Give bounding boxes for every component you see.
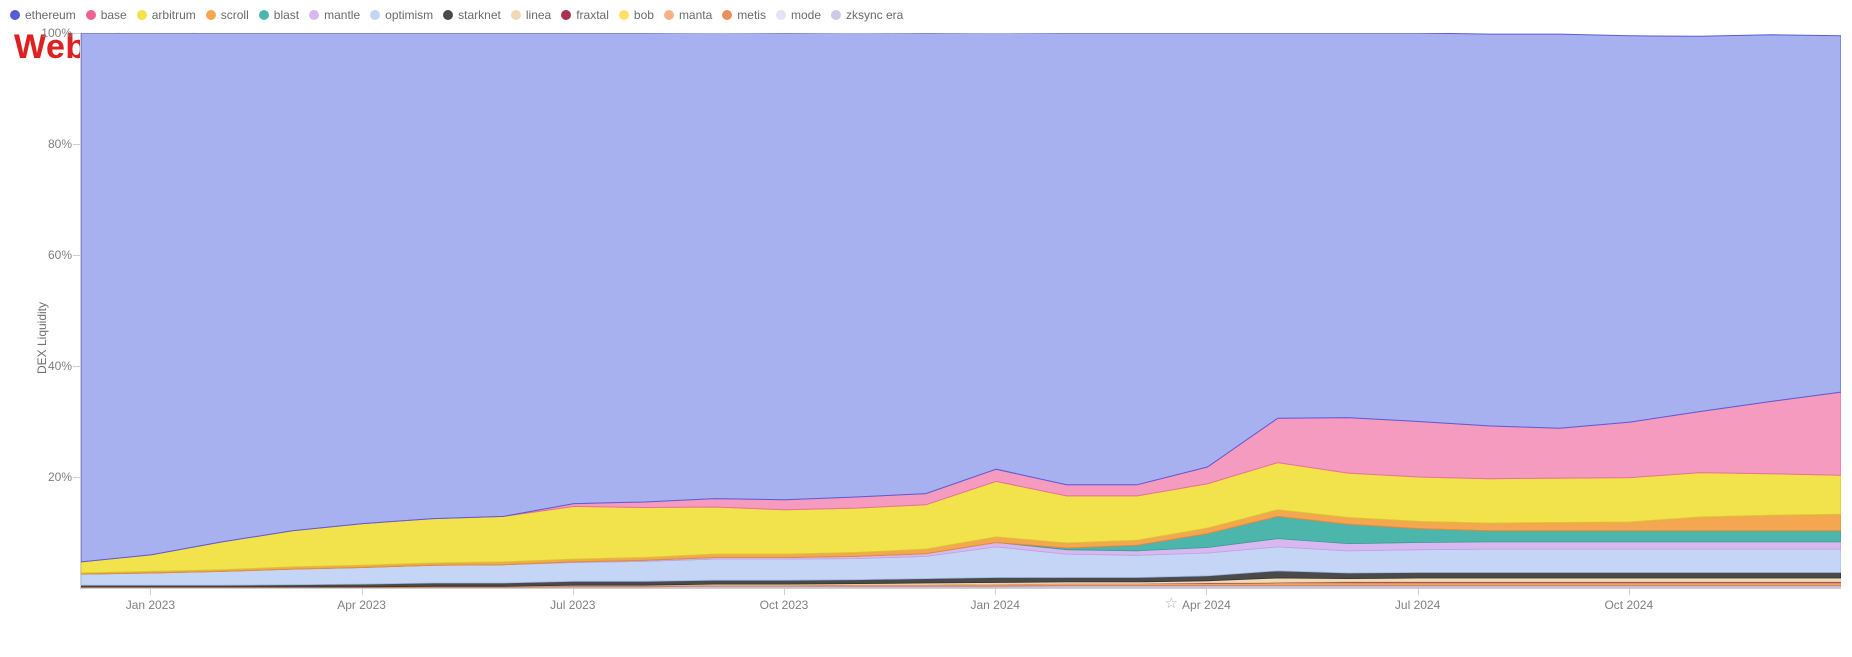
x-tick-line <box>995 588 996 595</box>
legend-label: metis <box>737 8 766 22</box>
x-tick-line <box>1629 588 1630 595</box>
legend-label: mantle <box>324 8 360 22</box>
y-tick-line <box>73 477 80 478</box>
area-chart <box>81 33 1841 588</box>
x-tick-line <box>150 588 151 595</box>
x-tick-line <box>362 588 363 595</box>
legend-item-mode[interactable]: mode <box>776 8 821 22</box>
y-tick-line <box>73 366 80 367</box>
legend-swatch <box>722 10 732 20</box>
legend-item-arbitrum[interactable]: arbitrum <box>137 8 196 22</box>
legend-label: scroll <box>221 8 249 22</box>
legend: ethereum base arbitrum scroll blast mantle opt… <box>10 8 903 22</box>
legend-item-metis[interactable]: metis <box>722 8 766 22</box>
x-tick-label: Apr 2024 <box>1182 598 1231 612</box>
y-tick-line <box>73 144 80 145</box>
legend-label: bob <box>634 8 654 22</box>
legend-swatch <box>206 10 216 20</box>
legend-item-mantle[interactable]: mantle <box>309 8 360 22</box>
legend-label: optimism <box>385 8 433 22</box>
legend-label: blast <box>274 8 299 22</box>
legend-item-blast[interactable]: blast <box>259 8 299 22</box>
y-tick-label: 60% <box>22 248 72 262</box>
y-tick-line <box>73 33 80 34</box>
star-icon: ☆ <box>1164 594 1177 612</box>
legend-item-zksync-era[interactable]: zksync era <box>831 8 903 22</box>
legend-item-optimism[interactable]: optimism <box>370 8 433 22</box>
y-tick-label: 20% <box>22 470 72 484</box>
legend-label: arbitrum <box>152 8 196 22</box>
legend-label: mode <box>791 8 821 22</box>
legend-swatch <box>511 10 521 20</box>
plot-area <box>80 33 1841 589</box>
legend-item-linea[interactable]: linea <box>511 8 551 22</box>
x-tick-label: Oct 2024 <box>1604 598 1653 612</box>
y-tick-label: 40% <box>22 359 72 373</box>
legend-label: zksync era <box>846 8 903 22</box>
legend-swatch <box>137 10 147 20</box>
x-tick-line <box>573 588 574 595</box>
chart-container: DEX Liquidity 20%40%60%80%100%Jan 2023Ap… <box>0 28 1852 648</box>
legend-swatch <box>443 10 453 20</box>
x-tick-label: Jul 2023 <box>550 598 595 612</box>
legend-swatch <box>776 10 786 20</box>
y-tick-line <box>73 255 80 256</box>
legend-label: starknet <box>458 8 501 22</box>
y-tick-label: 80% <box>22 137 72 151</box>
legend-swatch <box>86 10 96 20</box>
x-tick-label: Oct 2023 <box>760 598 809 612</box>
legend-item-manta[interactable]: manta <box>664 8 712 22</box>
x-tick-label: Apr 2023 <box>337 598 386 612</box>
legend-swatch <box>831 10 841 20</box>
legend-label: fraxtal <box>576 8 609 22</box>
legend-item-fraxtal[interactable]: fraxtal <box>561 8 609 22</box>
legend-item-scroll[interactable]: scroll <box>206 8 249 22</box>
legend-item-starknet[interactable]: starknet <box>443 8 501 22</box>
legend-swatch <box>664 10 674 20</box>
legend-swatch <box>259 10 269 20</box>
x-tick-line <box>1206 588 1207 595</box>
legend-item-base[interactable]: base <box>86 8 127 22</box>
legend-item-bob[interactable]: bob <box>619 8 654 22</box>
legend-label: linea <box>526 8 551 22</box>
legend-label: base <box>101 8 127 22</box>
y-tick-label: 100% <box>22 26 72 40</box>
legend-swatch <box>370 10 380 20</box>
legend-label: manta <box>679 8 712 22</box>
legend-swatch <box>309 10 319 20</box>
x-tick-label: Jul 2024 <box>1395 598 1440 612</box>
x-tick-label: Jan 2023 <box>126 598 175 612</box>
legend-swatch <box>10 10 20 20</box>
legend-item-ethereum[interactable]: ethereum <box>10 8 76 22</box>
x-tick-label: Jan 2024 <box>970 598 1019 612</box>
legend-swatch <box>561 10 571 20</box>
x-tick-line <box>784 588 785 595</box>
legend-label: ethereum <box>25 8 76 22</box>
legend-swatch <box>619 10 629 20</box>
x-tick-line <box>1418 588 1419 595</box>
